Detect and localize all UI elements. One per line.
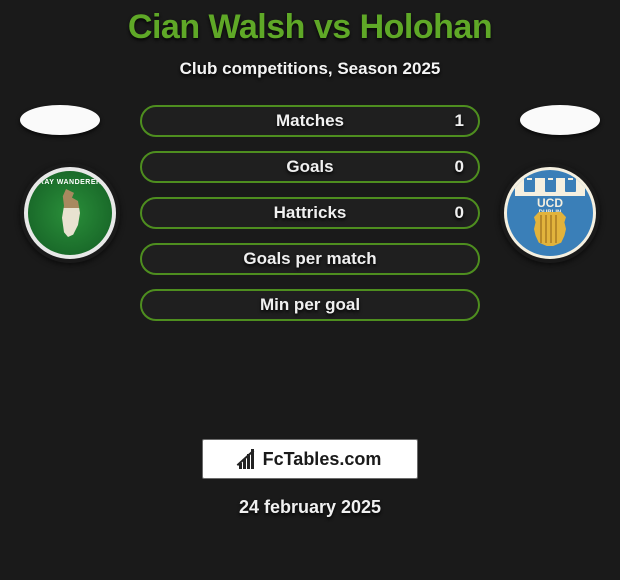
stat-right-value: 0 — [455, 203, 464, 223]
stat-row-goals-per-match: Goals per match — [140, 243, 480, 275]
stat-row-hattricks: Hattricks 0 — [140, 197, 480, 229]
stat-right-value: 1 — [455, 111, 464, 131]
stat-row-min-per-goal: Min per goal — [140, 289, 480, 321]
harp-icon — [534, 212, 566, 246]
ucd-label: UCD — [537, 196, 563, 210]
branding-badge[interactable]: FcTables.com — [202, 439, 418, 479]
stat-right-value: 0 — [455, 157, 464, 177]
subtitle: Club competitions, Season 2025 — [0, 59, 620, 79]
stat-label: Goals per match — [243, 249, 376, 269]
stat-label: Min per goal — [260, 295, 360, 315]
player-right-avatar — [520, 105, 600, 135]
stat-label: Hattricks — [274, 203, 347, 223]
player-right-crest: UCD DUBLIN — [500, 163, 600, 263]
stat-label: Goals — [286, 157, 333, 177]
comparison-panel: UCD DUBLIN Matches 1 Goals 0 Hattricks 0… — [0, 105, 620, 425]
page-title: Cian Walsh vs Holohan — [0, 0, 620, 47]
stats-list: Matches 1 Goals 0 Hattricks 0 Goals per … — [140, 105, 480, 335]
branding-label: FcTables.com — [263, 449, 382, 470]
bray-gazelle-icon — [50, 189, 90, 237]
stat-label: Matches — [276, 111, 344, 131]
ucd-towers-icon — [515, 178, 585, 196]
date-label: 24 february 2025 — [0, 497, 620, 518]
player-left-avatar — [20, 105, 100, 135]
stat-row-goals: Goals 0 — [140, 151, 480, 183]
player-left-crest — [20, 163, 120, 263]
stat-row-matches: Matches 1 — [140, 105, 480, 137]
fctables-chart-icon — [239, 449, 259, 469]
